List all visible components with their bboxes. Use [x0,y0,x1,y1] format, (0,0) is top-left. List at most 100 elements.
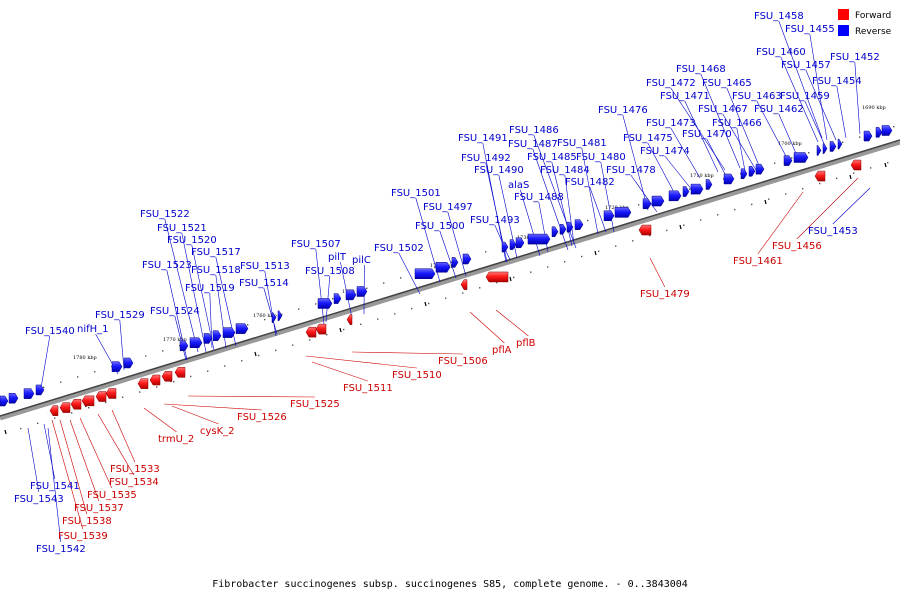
kbp-label: 1770 kbp [163,337,187,343]
label-leader [187,395,315,398]
track-dot [326,334,328,336]
track-dot [258,354,260,357]
track-dot [281,313,283,316]
label-leader [622,114,649,211]
reverse-gene [783,155,793,166]
reverse-gene [345,289,357,301]
gene-label-fsu-1466: FSU_1466 [712,118,762,129]
track-dot [887,161,889,164]
track-dot [768,198,770,200]
gene-label-fsu-1497: FSU_1497 [423,202,473,213]
track-dot [689,188,691,190]
axis-tick [254,351,257,357]
track-dot [893,125,895,128]
track-dot [241,360,243,362]
reverse-gene [222,327,236,338]
forward-gene [95,391,107,402]
gene-label-fsu-1482: FSU_1482 [565,177,615,188]
reverse-gene [462,253,472,265]
axis-tick [4,429,7,435]
reverse-gene [414,268,436,279]
track-dot [332,298,334,300]
track-dot [377,318,379,320]
gene-label-fsu-1476: FSU_1476 [598,105,648,116]
axis-tick [509,276,512,282]
reverse-gene [748,166,756,177]
gene-label-fsu-1459: FSU_1459 [780,91,830,102]
track-dot [71,412,73,414]
label-leaders [27,20,871,543]
label-leader [809,33,828,141]
track-dot [462,292,464,294]
gene-label-pilt: pilT [328,252,347,263]
track-dot [428,302,430,305]
gene-label-fsu-1510: FSU_1510 [392,370,442,381]
gene-label-fsu-1463: FSU_1463 [732,91,782,102]
gene-label-fsu-1457: FSU_1457 [781,60,831,71]
reverse-gene [875,127,883,138]
track-dot [156,386,158,388]
label-leader [174,315,187,361]
kbp-label: 1710 kbp [690,173,714,179]
reverse-gene [235,323,249,334]
gene-label-fsu-1486: FSU_1486 [509,125,559,136]
track-dot [740,172,742,175]
track-dot [264,318,266,321]
gene-label-fsu-1501: FSU_1501 [391,188,441,199]
label-leader [736,127,747,177]
forward-gene [174,367,186,378]
track-dot [819,182,821,185]
track-dot [162,350,164,352]
gene-label-fsu-1479: FSU_1479 [640,289,690,300]
track-dot [411,307,413,310]
reverse-gene [690,183,704,195]
gene-label-fsu-1542: FSU_1542 [36,544,86,555]
label-leader [119,319,125,371]
track-dot [853,172,855,174]
label-leader [164,218,199,353]
track-dot [445,297,447,299]
label-leader [600,161,615,233]
label-leader [311,361,368,382]
gene-label-fsu-1523: FSU_1523 [142,260,192,271]
forward-gene [346,314,353,325]
label-leader [315,248,325,325]
forward-gene [70,398,82,410]
gene-label-fsu-1543: FSU_1543 [14,494,64,505]
label-leader [564,174,575,245]
label-leader [726,87,761,169]
gene-label-fsu-1514: FSU_1514 [239,278,289,289]
track-dot [37,422,39,425]
reverse-gene [614,207,632,218]
label-leader [39,335,51,395]
legend-reverse-swatch [838,25,849,36]
label-leader [647,142,677,197]
reverse-gene [682,186,690,197]
track-dot [870,167,872,169]
label-leader [439,230,457,279]
label-leader [69,419,100,502]
forward-gene [315,323,327,335]
gene-label-fsu-1493: FSU_1493 [470,215,520,226]
reverse-gene [829,141,837,152]
axis-tick [884,162,887,168]
reverse-gene [574,219,584,230]
label-leader [79,417,113,489]
track-dot [309,339,311,341]
track-dot [598,250,600,253]
gene-label-fsu-1470: FSU_1470 [682,129,732,140]
reverse-gene [527,233,551,245]
gene-label-fsu-1541: FSU_1541 [30,481,80,492]
track-dot [683,224,685,226]
track-dot [451,261,453,263]
kbp-label: 1760 kbp [253,313,277,319]
axis-tick [764,199,767,205]
gene-label-fsu-1534: FSU_1534 [109,477,159,488]
reverse-gene [755,163,765,175]
track-dot [791,157,793,159]
reverse-gene [35,384,45,396]
gene-label-fsu-1508: FSU_1508 [305,266,355,277]
gene-label-fsu-1529: FSU_1529 [95,310,145,321]
reverse-gene [668,190,682,202]
track-dot [292,344,294,346]
